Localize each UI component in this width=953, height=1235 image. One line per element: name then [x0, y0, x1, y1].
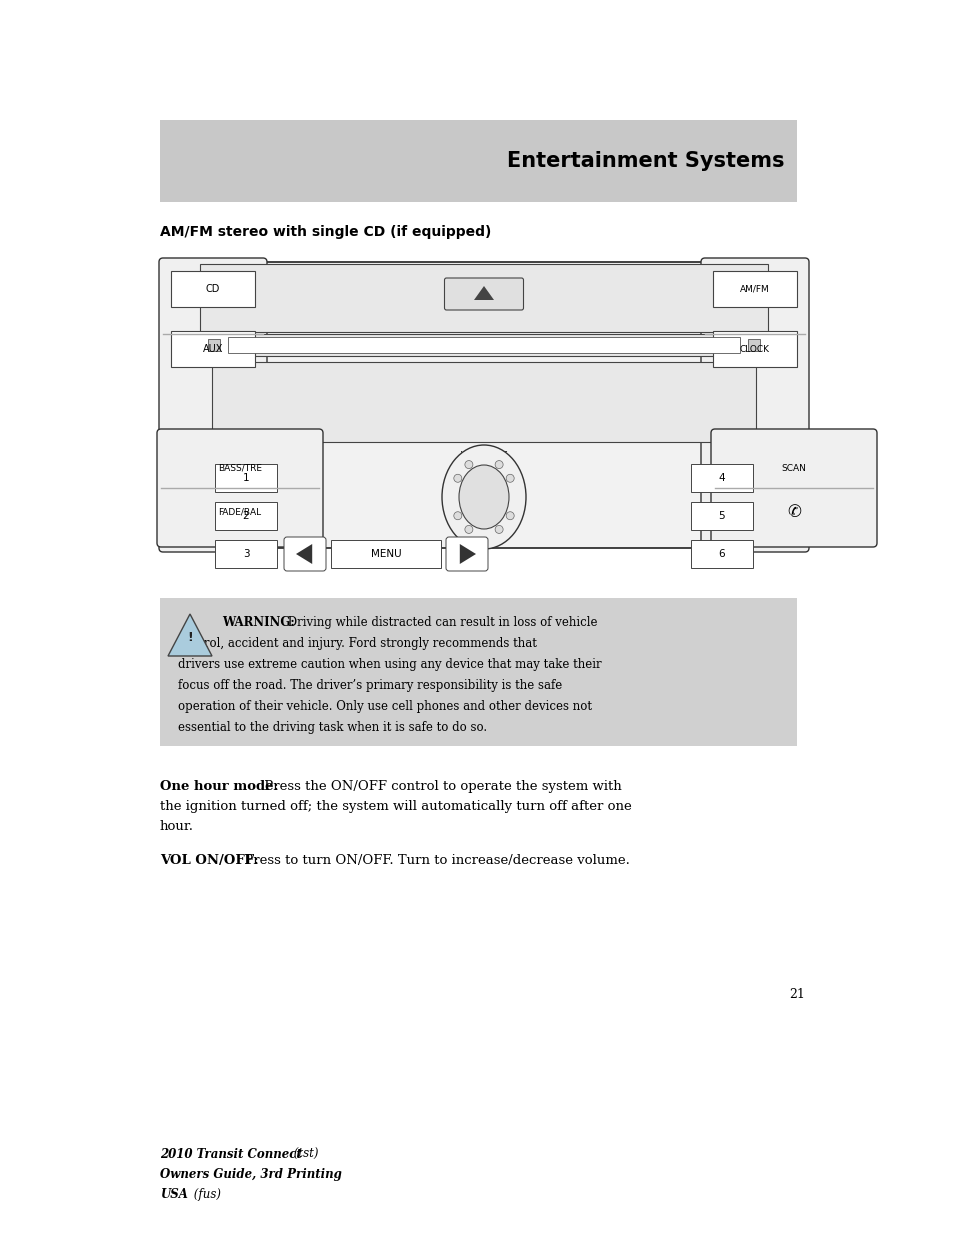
Bar: [160, 598, 796, 746]
Bar: [171, 331, 254, 367]
Circle shape: [464, 461, 473, 468]
Text: drivers use extreme caution when using any device that may take their: drivers use extreme caution when using a…: [178, 658, 601, 671]
Bar: [228, 337, 740, 353]
Text: WARNING:: WARNING:: [222, 616, 294, 629]
Text: USA: USA: [160, 1188, 188, 1200]
Text: operation of their vehicle. Only use cell phones and other devices not: operation of their vehicle. Only use cel…: [178, 700, 592, 713]
Polygon shape: [459, 543, 476, 564]
Text: ✆: ✆: [786, 503, 801, 521]
Polygon shape: [474, 287, 494, 300]
Text: Press to turn ON/OFF. Turn to increase/decrease volume.: Press to turn ON/OFF. Turn to increase/d…: [240, 853, 629, 867]
Text: (tst): (tst): [290, 1149, 318, 1161]
Text: AUX: AUX: [203, 345, 223, 354]
Text: One hour mode:: One hour mode:: [160, 781, 278, 793]
Text: VOL ON/OFF: VOL ON/OFF: [460, 450, 507, 459]
Text: hour.: hour.: [160, 820, 193, 832]
Bar: [690, 540, 752, 568]
Circle shape: [495, 461, 502, 468]
Text: 21: 21: [788, 988, 804, 1002]
Text: VOL ON/OFF:: VOL ON/OFF:: [160, 853, 258, 867]
Polygon shape: [168, 614, 212, 656]
Text: 5: 5: [718, 511, 724, 521]
Bar: [214, 501, 276, 530]
Text: AM/FM stereo with single CD (if equipped): AM/FM stereo with single CD (if equipped…: [160, 225, 491, 240]
Circle shape: [454, 511, 461, 520]
FancyBboxPatch shape: [446, 537, 488, 571]
Text: Driving while distracted can result in loss of vehicle: Driving while distracted can result in l…: [284, 616, 597, 629]
Text: 1: 1: [242, 473, 249, 483]
Ellipse shape: [441, 445, 525, 550]
Circle shape: [506, 474, 514, 483]
Bar: [214, 540, 276, 568]
FancyBboxPatch shape: [700, 258, 808, 552]
Text: Entertainment Systems: Entertainment Systems: [507, 151, 784, 170]
FancyBboxPatch shape: [159, 258, 267, 552]
Text: CD: CD: [206, 284, 220, 294]
Polygon shape: [295, 543, 312, 564]
Bar: [712, 331, 796, 367]
Text: Owners Guide, 3rd Printing: Owners Guide, 3rd Printing: [160, 1168, 341, 1181]
Text: 3: 3: [242, 550, 249, 559]
Ellipse shape: [458, 466, 509, 529]
Bar: [214, 464, 276, 492]
Circle shape: [506, 511, 514, 520]
Circle shape: [454, 474, 461, 483]
Text: the ignition turned off; the system will automatically turn off after one: the ignition turned off; the system will…: [160, 800, 631, 813]
Bar: [331, 540, 440, 568]
Text: focus off the road. The driver’s primary responsibility is the safe: focus off the road. The driver’s primary…: [178, 679, 561, 692]
FancyBboxPatch shape: [284, 537, 326, 571]
Text: BASS/TRE: BASS/TRE: [218, 463, 262, 473]
FancyBboxPatch shape: [157, 429, 323, 547]
Bar: [212, 362, 755, 442]
Bar: [200, 333, 767, 356]
Text: 2: 2: [242, 511, 249, 521]
Text: AM/FM: AM/FM: [740, 284, 769, 294]
Bar: [712, 270, 796, 308]
Text: (fus): (fus): [190, 1188, 221, 1200]
Text: SCAN: SCAN: [781, 463, 805, 473]
Bar: [690, 464, 752, 492]
Bar: [690, 501, 752, 530]
Bar: [208, 338, 220, 351]
Bar: [200, 264, 767, 332]
Text: MENU: MENU: [371, 550, 401, 559]
FancyBboxPatch shape: [710, 429, 876, 547]
Text: !: !: [187, 631, 193, 643]
Circle shape: [464, 525, 473, 534]
Bar: [194, 262, 772, 548]
Text: essential to the driving task when it is safe to do so.: essential to the driving task when it is…: [178, 721, 487, 734]
Bar: [747, 338, 760, 351]
Text: control, accident and injury. Ford strongly recommends that: control, accident and injury. Ford stron…: [178, 637, 537, 650]
Circle shape: [495, 525, 502, 534]
Text: CLOCK: CLOCK: [740, 345, 769, 353]
Text: Press the ON/OFF control to operate the system with: Press the ON/OFF control to operate the …: [260, 781, 621, 793]
Bar: [171, 270, 254, 308]
Text: FADE/BAL: FADE/BAL: [218, 508, 261, 516]
Text: 6: 6: [718, 550, 724, 559]
FancyBboxPatch shape: [444, 278, 523, 310]
Text: 4: 4: [718, 473, 724, 483]
Text: 2010 Transit Connect: 2010 Transit Connect: [160, 1149, 301, 1161]
Bar: [160, 120, 796, 203]
